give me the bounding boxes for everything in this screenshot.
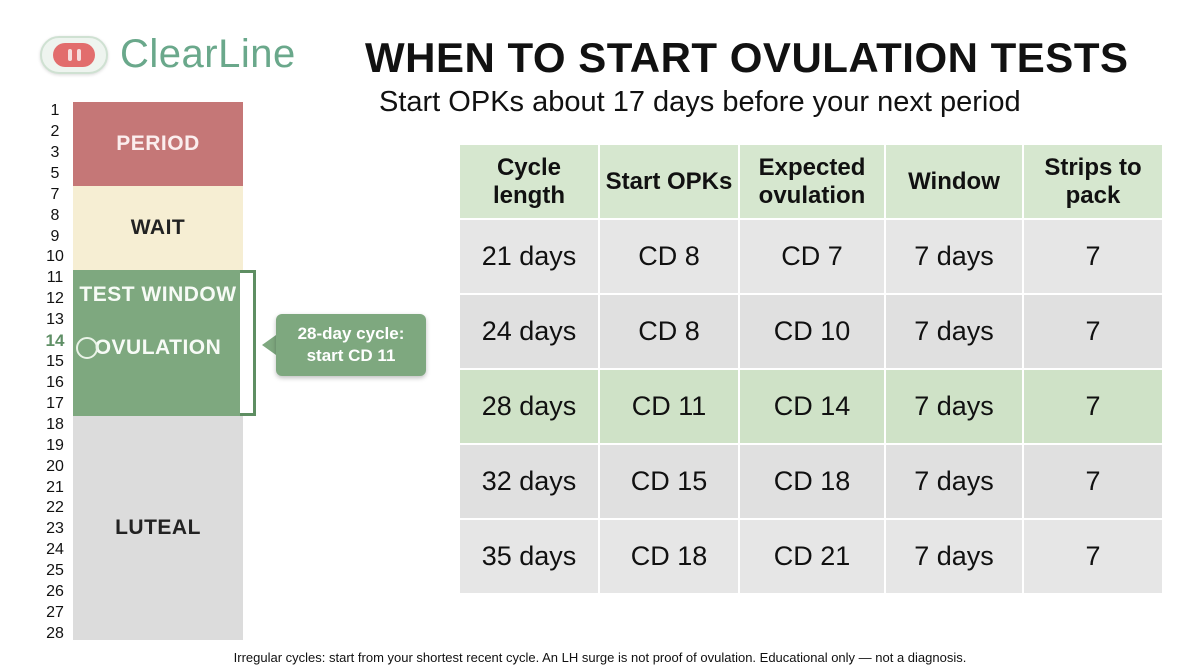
header-window: Window [886,145,1024,220]
table-row: 21 days CD 8 CD 7 7 days 7 [460,220,1162,295]
day-number: 20 [46,457,64,475]
day-number: 9 [50,227,60,245]
day-number: 5 [50,164,60,182]
cell-start-opks: CD 11 [600,370,740,445]
cell-window: 7 days [886,220,1024,295]
phase-period-label: PERIOD [116,132,200,155]
header-cycle-length: Cycle length [460,145,600,220]
phase-wait: WAIT [73,186,243,270]
brand-logo: ClearLine [40,32,296,77]
cell-expected-ovulation: CD 7 [740,220,886,295]
table-row: 24 days CD 8 CD 10 7 days 7 [460,295,1162,370]
cell-strips: 7 [1024,370,1162,445]
day-number: 1 [50,102,60,119]
day-number: 25 [46,562,64,580]
header-strips-to-pack: Strips to pack [1024,145,1162,220]
day-number: 27 [46,604,64,622]
footnote: Irregular cycles: start from your shorte… [233,650,967,665]
header-start-opks: Start OPKs [600,145,740,220]
cell-strips: 7 [1024,445,1162,520]
table-row: 35 days CD 18 CD 21 7 days 7 [460,520,1162,595]
callout-arrow-icon [262,335,276,355]
cell-cycle-length: 35 days [460,520,600,595]
day-number: 3 [50,143,60,161]
day-number: 28 [46,625,64,642]
page-subtitle: Start OPKs about 17 days before your nex… [379,86,1021,118]
cell-start-opks: CD 8 [600,220,740,295]
day-number: 13 [46,311,64,329]
cell-window: 7 days [886,370,1024,445]
cell-expected-ovulation: CD 21 [740,520,886,595]
day-number: 10 [46,248,64,266]
day-number: 22 [46,499,64,517]
cell-window: 7 days [886,445,1024,520]
cell-cycle-length: 32 days [460,445,600,520]
day-number: 17 [46,394,64,412]
day-number: 8 [50,206,60,224]
brand-name: ClearLine [120,32,296,76]
cell-cycle-length: 24 days [460,295,600,370]
cell-window: 7 days [886,520,1024,595]
test-window-bracket [240,270,256,416]
table-header-row: Cycle length Start OPKs Expected ovulati… [460,145,1162,220]
cell-cycle-length: 28 days [460,370,600,445]
cell-strips: 7 [1024,520,1162,595]
cell-strips: 7 [1024,220,1162,295]
page-title: WHEN TO START OVULATION TESTS [365,34,1129,81]
day-number: 23 [46,520,64,538]
ovulation-table: Cycle length Start OPKs Expected ovulati… [460,145,1162,595]
day-number: 14 [45,331,65,351]
cell-start-opks: CD 18 [600,520,740,595]
cell-expected-ovulation: CD 18 [740,445,886,520]
table-row: 32 days CD 15 CD 18 7 days 7 [460,445,1162,520]
phase-wait-label: WAIT [130,216,186,239]
ovulation-marker-icon [76,337,98,359]
phase-test-window: TEST WINDOW [73,270,243,416]
phase-test-window-label: TEST WINDOW [79,283,237,306]
cell-start-opks: CD 8 [600,295,740,370]
day-number: 26 [46,583,64,601]
day-number: 19 [46,436,64,454]
day-number: 24 [46,541,64,559]
cell-cycle-length: 21 days [460,220,600,295]
ovulation-label: OVULATION [94,336,222,359]
cell-expected-ovulation: CD 10 [740,295,886,370]
cell-window: 7 days [886,295,1024,370]
day-number: 2 [50,122,60,140]
day-number: 11 [46,269,64,287]
phase-luteal-label: LUTEAL [115,516,201,539]
phase-luteal: LUTEAL [73,416,243,640]
table-row: 28 days CD 11 CD 14 7 days 7 [460,370,1162,445]
day-number: 16 [46,373,64,391]
day-number: 18 [46,415,64,433]
cell-start-opks: CD 15 [600,445,740,520]
day-number: 15 [46,353,64,371]
day-number: 12 [46,290,64,308]
cycle-callout: 28-day cycle: start CD 11 [276,314,426,376]
day-number: 7 [50,185,60,203]
cell-expected-ovulation: CD 14 [740,370,886,445]
pill-icon [40,35,108,74]
table-body: 21 days CD 8 CD 7 7 days 7 24 days CD 8 … [460,220,1162,595]
phase-period: PERIOD [73,102,243,186]
day-number: 21 [46,478,64,496]
cell-strips: 7 [1024,295,1162,370]
header-expected-ovulation: Expected ovulation [740,145,886,220]
